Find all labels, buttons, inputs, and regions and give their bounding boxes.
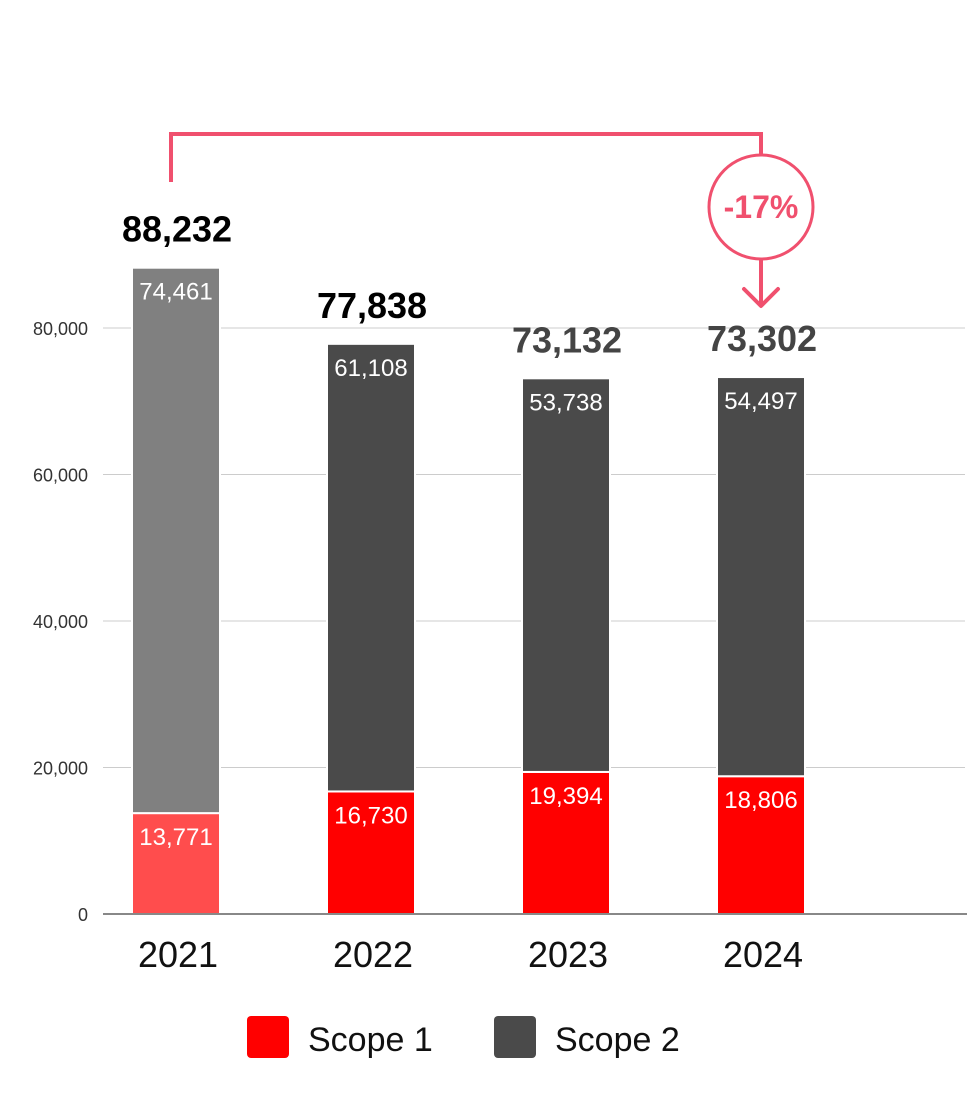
y-tick-label: 40,000 — [33, 612, 88, 632]
total-label: 73,132 — [512, 319, 622, 360]
data-label-scope-2: 53,738 — [529, 389, 602, 416]
y-tick-label: 60,000 — [33, 466, 88, 486]
data-label-scope-1: 13,771 — [139, 824, 212, 851]
y-tick-label: 0 — [78, 905, 88, 925]
total-label: 88,232 — [122, 209, 232, 250]
data-label-scope-1: 19,394 — [529, 783, 602, 810]
total-labels: 88,232 77,838 73,132 73,302 — [122, 209, 817, 361]
x-tick-label: 2021 — [138, 934, 218, 975]
legend-item-scope-2: Scope 2 — [494, 1016, 680, 1059]
legend-label-scope-2: Scope 2 — [555, 1021, 680, 1059]
change-annotation: -17% — [169, 132, 815, 308]
bar-scope-2-2021 — [131, 266, 221, 815]
legend-label-scope-1: Scope 1 — [308, 1021, 433, 1059]
legend-item-scope-1: Scope 1 — [247, 1016, 433, 1059]
data-label-scope-1: 16,730 — [334, 802, 407, 829]
y-axis-ticks: 0 20,000 40,000 60,000 80,000 — [33, 319, 88, 925]
legend-swatch-scope-1 — [247, 1016, 289, 1058]
data-label-scope-2: 74,461 — [139, 279, 212, 306]
x-tick-label: 2024 — [723, 934, 803, 975]
bar-scope-2-2024 — [716, 376, 806, 778]
x-axis-ticks: 2021 2022 2023 2024 — [138, 934, 803, 975]
total-label: 77,838 — [317, 285, 427, 326]
bar-scope-1-2024 — [716, 775, 806, 915]
change-percent-label: -17% — [724, 189, 799, 225]
y-tick-label: 80,000 — [33, 319, 88, 339]
bar-scope-1-2021 — [131, 812, 221, 916]
bar-scope-2-2022 — [326, 342, 416, 793]
x-tick-label: 2022 — [333, 934, 413, 975]
legend: Scope 1 Scope 2 — [247, 1016, 680, 1059]
data-label-scope-2: 61,108 — [334, 355, 407, 382]
arrow-down-icon — [742, 287, 780, 308]
data-label-scope-1: 18,806 — [724, 787, 797, 814]
y-tick-label: 20,000 — [33, 759, 88, 779]
legend-swatch-scope-2 — [494, 1016, 536, 1058]
x-tick-label: 2023 — [528, 934, 608, 975]
bars: 13,771 74,461 16,730 61,108 19,394 53,738 18,8… — [131, 266, 806, 916]
change-bracket — [169, 132, 763, 182]
data-label-scope-2: 54,497 — [724, 388, 797, 415]
bar-scope-2-2023 — [521, 377, 611, 773]
total-label: 73,302 — [707, 318, 817, 359]
